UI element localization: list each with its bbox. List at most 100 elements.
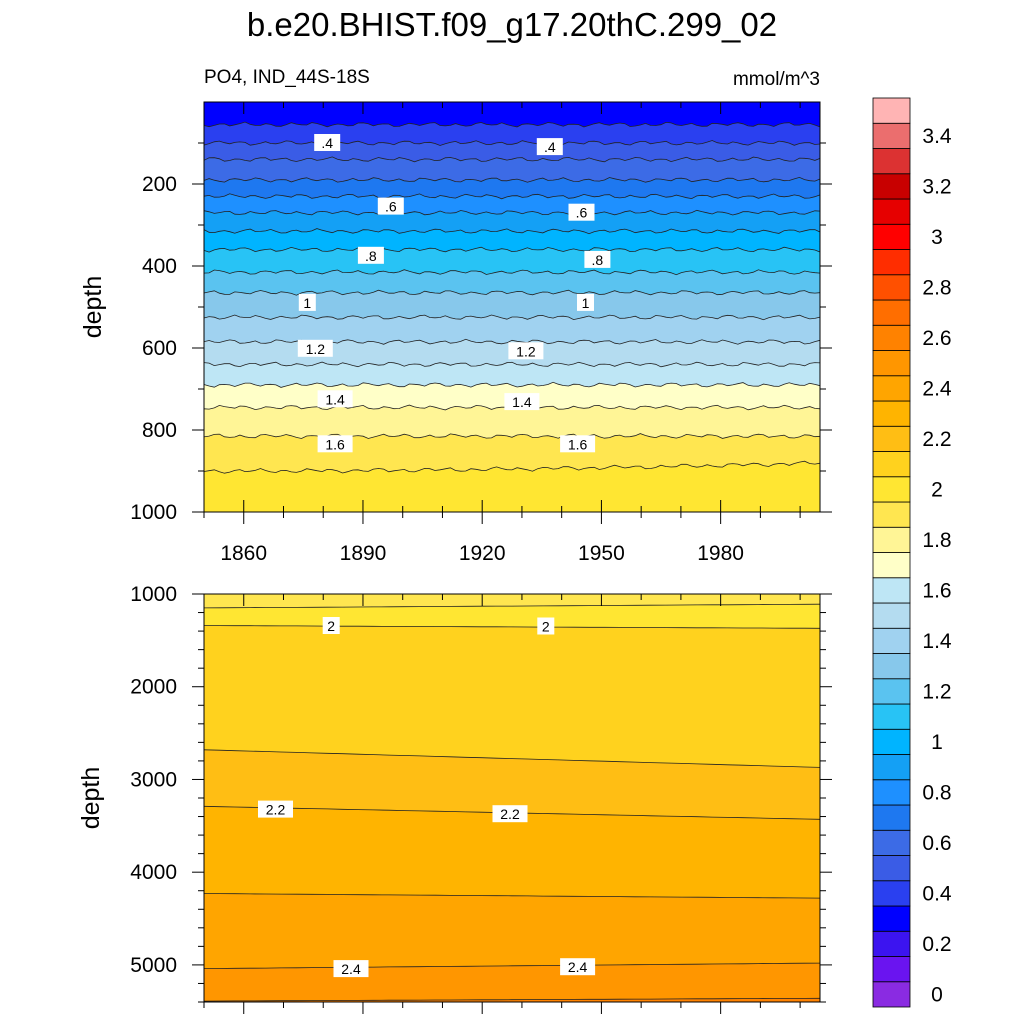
bottom-contour-fills [204,594,820,1002]
contour-label-box [568,203,595,221]
colorbar-labels: 0 0.2 0.4 0.6 0.8 1 1.2 1.4 1.6 1.8 2 2.2 2.4 2.6 2.8 3… [922,125,952,1007]
y-tick-label: 3000 [130,769,177,792]
units-label: mmol/m^3 [733,69,820,90]
contour-label-text: .6 [385,199,397,215]
y-tick-label: 4000 [130,861,177,884]
variable-label: PO4, IND_44S-18S [204,67,370,88]
contour-label-text: 2.4 [341,961,361,977]
bottom-contour-labels: 2 2 2.2 2.2 2.4 2.4 [258,617,596,978]
contour-label-box [536,138,563,156]
top-contour-line [203,361,821,368]
y-tick-label: 5000 [130,954,177,977]
colorbar-label: 3.4 [922,125,952,148]
x-tick-label: 1950 [578,542,625,565]
bottom-contour-line [203,603,821,609]
contour-label-text: 1.2 [516,343,536,359]
contour-label: 2.2 [258,800,293,818]
top-contour-line [203,156,821,163]
x-tick-label: 1980 [697,542,744,565]
y-tick-label: 800 [142,419,177,442]
contour-label-text: .4 [321,135,333,151]
contour-label: 2.4 [560,958,596,976]
contour-label-box [577,293,594,311]
colorbar-label: 2.2 [922,428,951,451]
contour-label: 1.2 [297,339,333,357]
top-fill-band [204,405,820,439]
colorbar-box [872,249,911,276]
colorbar-box [872,501,911,528]
colorbar-label: 1.4 [922,630,952,653]
colorbar-label: 2 [931,478,943,501]
bottom-fill-band [204,806,820,899]
colorbar-label: 2.6 [922,327,951,350]
contour-label: 2 [322,617,340,634]
colorbar-box [872,476,911,503]
y-tick-label: 200 [142,173,177,196]
contour-label: .4 [536,138,563,156]
colorbar-box [872,400,911,427]
top-contour-line [203,381,821,388]
top-fill-band [204,156,820,183]
contour-label-text: 1.4 [512,394,532,410]
y-tick-label: 600 [142,337,177,360]
bottom-contour-line [203,893,821,899]
colorbar-box [872,855,911,882]
colorbar-box [872,627,911,654]
contour-label-text: 2.2 [266,802,286,818]
bottom-fill-band [204,625,820,768]
colorbar-box [872,148,911,175]
contour-label: .6 [568,203,595,221]
contour-label-box [492,805,528,823]
contour-label: 1.6 [317,435,353,453]
colorbar-box [872,526,911,553]
top-contour-line [203,289,821,296]
bottom-fill-band [204,749,820,820]
contour-label-box [508,342,544,360]
contour-label: .6 [377,197,404,215]
colorbar-box [872,299,911,326]
contour-label: .8 [584,250,611,268]
bottom-y-tick-labels: 1000 2000 3000 4000 5000 [130,583,177,977]
top-fill-band [204,210,820,234]
colorbar-label: 1.2 [922,680,951,703]
top-fill-band [204,122,820,146]
colorbar-label: 2.4 [922,377,952,400]
top-contour-line [203,228,821,235]
colorbar-box [872,779,911,806]
contour-label-text: .8 [365,248,377,264]
contour-label: 2.2 [492,805,528,823]
contour-label-box [314,134,341,151]
contour-label-box [322,617,340,634]
top-fill-band [204,362,820,388]
colorbar-box [872,577,911,604]
top-ticks [192,102,832,524]
bottom-fill-band [204,963,820,1002]
contour-label-box [504,393,540,411]
top-contour-line [203,269,821,276]
x-tick-label: 1860 [220,542,267,565]
colorbar-label: 1 [931,731,943,754]
colorbar-box [872,274,911,301]
x-tick-labels: 1860 1890 1920 1950 1980 [220,542,744,565]
bottom-fill-band [204,604,820,629]
bottom-panel: 2 2 2.2 2.2 2.4 2.4 1000 2000 3000 4000 5000 dept… [77,583,832,1014]
contour-label: 1.4 [504,393,540,411]
colorbar-box [872,198,911,225]
colorbar-box [872,728,911,755]
top-contour-line [203,121,821,128]
bottom-contour-line [203,749,821,768]
contour-label-text: 1.6 [568,436,588,452]
contour-label: 2 [537,617,555,635]
colorbar-box [872,678,911,705]
contour-label-box [537,617,555,635]
contour-label-box [317,390,353,408]
colorbar-box [872,829,911,856]
top-fill-band [204,102,820,127]
contour-label-box [297,339,333,357]
bottom-fill-band [204,893,820,969]
chart-title: b.e20.BHIST.f09_g17.20thC.299_02 [247,6,777,43]
bottom-contour-line [203,997,821,1002]
x-tick-label: 1920 [459,542,506,565]
top-fill-band [204,193,820,215]
